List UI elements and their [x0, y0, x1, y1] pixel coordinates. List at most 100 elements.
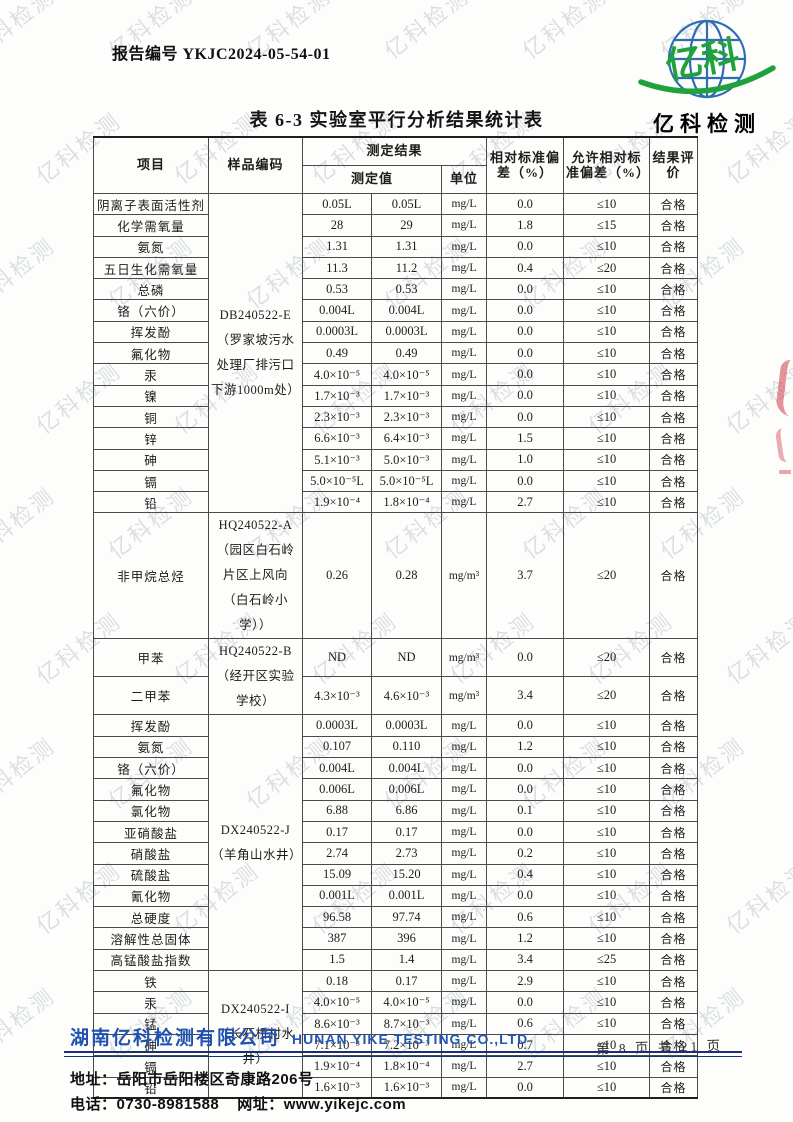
unit-cell: mg/L: [440, 927, 488, 950]
unit-cell: mg/L: [440, 1033, 488, 1057]
measured-value-1-cell: 6.6×10⁻³: [302, 427, 372, 450]
measured-value-1-cell: 0.006L: [302, 778, 372, 801]
result-cell: 合格: [649, 948, 699, 972]
table-row: 铅 1.6×10⁻³ 1.6×10⁻³ mg/L 0.0 ≤10 合格: [93, 1076, 699, 1099]
unit-cell: mg/L: [440, 948, 488, 972]
table-row: 甲苯 HQ240522-B（经开区实验学校） ND ND mg/m³ 0.0 ≤20 合格: [93, 638, 699, 716]
rsd-cell: 0.0: [486, 405, 565, 429]
unit-cell: mg/L: [440, 320, 488, 344]
sample-code-cell: DX240522-J （羊角山水井）: [208, 714, 303, 972]
allowed-rsd-cell: ≤10: [563, 342, 651, 365]
measured-value-2-cell: 97.74: [371, 906, 442, 929]
rsd-cell: 1.0: [486, 448, 565, 471]
measured-value-2-cell: 2.73: [371, 842, 442, 865]
item-cell: 镍: [93, 384, 209, 407]
item-cell: 硝酸盐: [93, 842, 209, 865]
company-name-en: HUNAN YIKE TESTING CO.,LTD: [292, 1031, 529, 1047]
measured-value-2-cell: 0.17: [371, 820, 442, 844]
rsd-cell: 0.0: [486, 342, 565, 365]
table-row: 砷 5.1×10⁻³ 5.0×10⁻³ mg/L 1.0 ≤10 合格: [93, 448, 699, 471]
table-row: 镉 5.0×10⁻⁵L 5.0×10⁻⁵L mg/L 0.0 ≤10 合格: [93, 469, 699, 493]
result-cell: 合格: [649, 1055, 699, 1078]
allowed-rsd-cell: ≤10: [563, 735, 651, 759]
allowed-rsd-cell: ≤10: [563, 192, 651, 216]
allowed-rsd-cell: ≤20: [563, 676, 651, 716]
rsd-cell: 0.0: [486, 192, 565, 216]
unit-cell: mg/L: [440, 799, 488, 822]
measured-value-1-cell: 2.3×10⁻³: [302, 405, 372, 429]
table-row: 亚硝酸盐 0.17 0.17 mg/L 0.0 ≤10 合格: [93, 820, 699, 844]
measured-value-1-cell: ND: [302, 638, 372, 678]
header-measured-value: 测定值: [302, 165, 442, 194]
allowed-rsd-cell: ≤10: [563, 799, 651, 822]
allowed-rsd-cell: ≤10: [563, 427, 651, 450]
measured-value-2-cell: 15.20: [371, 863, 442, 886]
item-cell: 铜: [93, 405, 209, 429]
table-row: 五日生化需氧量 11.3 11.2 mg/L 0.4 ≤20 合格: [93, 256, 699, 280]
result-cell: 合格: [649, 448, 699, 471]
footer-divider: [64, 1051, 742, 1057]
item-cell: 高锰酸盐指数: [93, 948, 209, 972]
footer-phone: 电话：0730-8981588: [70, 1096, 220, 1113]
result-cell: 合格: [649, 363, 699, 386]
footer-phone-line: 电话：0730-8981588 网址：www.yikejc.com: [70, 1093, 406, 1114]
table-row: 砷 7.1×10⁻³ 7.2×10⁻³ mg/L 0.7 ≤10 合格: [93, 1033, 699, 1057]
allowed-rsd-cell: ≤10: [563, 278, 651, 301]
item-cell: 镉: [93, 469, 209, 493]
rsd-cell: 3.4: [486, 676, 565, 716]
measured-value-1-cell: 4.0×10⁻⁵: [302, 363, 372, 386]
rsd-cell: 0.6: [486, 906, 565, 929]
rsd-cell: 0.0: [486, 1076, 565, 1099]
measured-value-2-cell: 5.0×10⁻³: [371, 448, 442, 471]
rsd-cell: 0.4: [486, 863, 565, 886]
item-cell: 氨氮: [93, 735, 209, 759]
rsd-cell: 0.0: [486, 884, 565, 908]
measured-value-1-cell: 0.49: [302, 342, 372, 365]
unit-cell: mg/L: [440, 820, 488, 844]
table-row: 非甲烷总烃 HQ240522-A（园区白石岭片区上风向（白石岭小学）） 0.26 0.…: [93, 512, 699, 640]
item-cell: 五日生化需氧量: [93, 256, 209, 280]
result-cell: 合格: [649, 278, 699, 301]
allowed-rsd-cell: ≤10: [563, 1012, 651, 1035]
result-cell: 合格: [649, 214, 699, 237]
table-row: 氯化物 6.88 6.86 mg/L 0.1 ≤10 合格: [93, 799, 699, 822]
table-row: 铬（六价） 0.004L 0.004L mg/L 0.0 ≤10 合格: [93, 299, 699, 322]
allowed-rsd-cell: ≤20: [563, 256, 651, 280]
measured-value-1-cell: 11.3: [302, 256, 372, 280]
result-cell: 合格: [649, 638, 699, 678]
item-cell: 铬（六价）: [93, 757, 209, 780]
item-cell: 溶解性总固体: [93, 927, 209, 950]
measured-value-2-cell: 1.4: [371, 948, 442, 972]
unit-cell: mg/m³: [440, 638, 488, 678]
allowed-rsd-cell: ≤10: [563, 491, 651, 514]
table-header: 项目 样品编码 测定结果 相对标准偏差（%） 允许相对标准偏差（%） 结果评价 …: [93, 136, 699, 194]
rsd-cell: 0.0: [486, 638, 565, 678]
unit-cell: mg/L: [440, 1076, 488, 1099]
table-row: 锌 6.6×10⁻³ 6.4×10⁻³ mg/L 1.5 ≤10 合格: [93, 427, 699, 450]
rsd-cell: 1.8: [486, 214, 565, 237]
unit-cell: mg/L: [440, 714, 488, 737]
rsd-cell: 0.0: [486, 778, 565, 801]
table-row: 铅 1.9×10⁻⁴ 1.8×10⁻⁴ mg/L 2.7 ≤10 合格: [93, 491, 699, 514]
measured-value-2-cell: 1.6×10⁻³: [371, 1076, 442, 1099]
unit-cell: mg/L: [440, 235, 488, 258]
item-cell: 总磷: [93, 278, 209, 301]
table-row: 氨氮 0.107 0.110 mg/L 1.2 ≤10 合格: [93, 735, 699, 759]
header-evaluation: 结果评价: [649, 136, 699, 194]
item-cell: 阴离子表面活性剂: [93, 192, 209, 216]
rsd-cell: 0.0: [486, 384, 565, 407]
rsd-cell: 1.5: [486, 427, 565, 450]
rsd-cell: 2.9: [486, 970, 565, 993]
measured-value-1-cell: 4.3×10⁻³: [302, 676, 372, 716]
rsd-cell: 0.0: [486, 469, 565, 493]
allowed-rsd-cell: ≤10: [563, 1055, 651, 1078]
measured-value-1-cell: 1.6×10⁻³: [302, 1076, 372, 1099]
measured-value-1-cell: 1.5: [302, 948, 372, 972]
allowed-rsd-cell: ≤10: [563, 863, 651, 886]
rsd-cell: 0.0: [486, 714, 565, 737]
result-cell: 合格: [649, 863, 699, 886]
allowed-rsd-cell: ≤10: [563, 757, 651, 780]
rsd-cell: 0.0: [486, 299, 565, 322]
table-row: 溶解性总固体 387 396 mg/L 1.2 ≤10 合格: [93, 927, 699, 950]
allowed-rsd-cell: ≤15: [563, 214, 651, 237]
